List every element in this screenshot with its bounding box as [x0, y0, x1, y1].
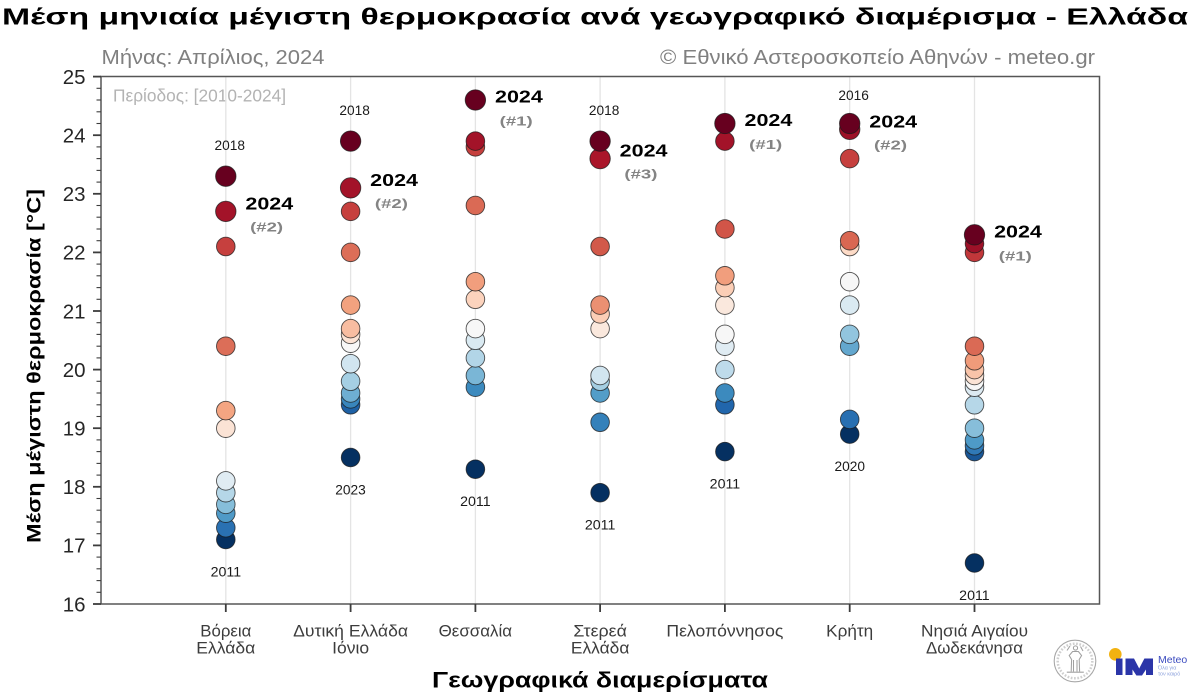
svg-text:(#1): (#1)	[749, 137, 782, 152]
svg-text:Δωδεκάνησα: Δωδεκάνησα	[926, 640, 1023, 658]
svg-text:Γεωγραφικά διαμερίσματα: Γεωγραφικά διαμερίσματα	[432, 668, 769, 693]
svg-text:Κρήτη: Κρήτη	[826, 623, 873, 641]
svg-text:(#2): (#2)	[874, 137, 907, 152]
svg-text:2011: 2011	[710, 477, 741, 492]
svg-text:2011: 2011	[211, 565, 242, 580]
svg-text:Θεσσαλία: Θεσσαλία	[439, 623, 513, 641]
svg-text:2024: 2024	[994, 222, 1042, 242]
svg-text:Βόρεια: Βόρεια	[200, 623, 251, 641]
svg-text:Μήνας: Απρίλιος, 2024: Μήνας: Απρίλιος, 2024	[102, 46, 325, 69]
svg-text:23: 23	[63, 183, 86, 206]
svg-text:Ιόνιο: Ιόνιο	[332, 640, 369, 658]
svg-text:2011: 2011	[460, 494, 491, 509]
svg-text:(#2): (#2)	[250, 219, 283, 234]
svg-text:τον καιρό: τον καιρό	[1158, 671, 1180, 678]
svg-text:21: 21	[63, 300, 86, 323]
svg-text:(#2): (#2)	[375, 196, 408, 211]
svg-text:16: 16	[63, 593, 86, 616]
svg-text:22: 22	[63, 242, 86, 265]
svg-text:Περίοδος: [2010-2024]: Περίοδος: [2010-2024]	[113, 86, 286, 106]
svg-text:2016: 2016	[838, 88, 869, 103]
svg-text:2018: 2018	[339, 103, 370, 118]
svg-text:(#3): (#3)	[624, 167, 657, 182]
svg-text:Πελοπόννησος: Πελοπόννησος	[666, 623, 783, 641]
svg-text:20: 20	[63, 359, 86, 382]
svg-text:2018: 2018	[589, 103, 620, 118]
svg-text:© Εθνικό Αστεροσκοπείο Αθηνών: © Εθνικό Αστεροσκοπείο Αθηνών - meteo.gr	[660, 46, 1095, 69]
svg-text:2024: 2024	[620, 141, 668, 161]
svg-text:2011: 2011	[585, 518, 616, 533]
svg-text:25: 25	[63, 66, 86, 89]
svg-text:18: 18	[63, 476, 86, 499]
svg-text:Νησιά Αιγαίου: Νησιά Αιγαίου	[921, 623, 1028, 641]
svg-text:2011: 2011	[959, 588, 990, 603]
svg-text:2018: 2018	[215, 138, 246, 153]
svg-text:2024: 2024	[869, 111, 917, 131]
svg-text:(#1): (#1)	[999, 248, 1032, 263]
svg-text:Μέση μέγιστη θερμοκρασία [°C]: Μέση μέγιστη θερμοκρασία [°C]	[24, 189, 46, 543]
svg-text:Στερεά: Στερεά	[573, 623, 627, 641]
svg-text:2024: 2024	[495, 87, 543, 107]
svg-text:2023: 2023	[335, 483, 366, 498]
svg-text:Όλα για: Όλα για	[1157, 666, 1176, 672]
svg-text:Ελλάδα: Ελλάδα	[571, 640, 630, 658]
svg-text:Ελλάδα: Ελλάδα	[196, 640, 255, 658]
svg-text:2024: 2024	[245, 193, 293, 213]
svg-text:2020: 2020	[835, 459, 866, 474]
svg-text:Δυτική Ελλάδα: Δυτική Ελλάδα	[293, 623, 408, 641]
svg-text:24: 24	[63, 125, 86, 148]
svg-text:17: 17	[63, 535, 86, 558]
svg-text:(#1): (#1)	[500, 114, 533, 129]
svg-text:19: 19	[63, 418, 86, 441]
svg-text:Meteo: Meteo	[1158, 654, 1187, 666]
svg-text:2024: 2024	[745, 110, 793, 130]
svg-text:Μέση μηνιαία μέγιστη θερμοκρασ: Μέση μηνιαία μέγιστη θερμοκρασία ανά γεω…	[2, 4, 1189, 30]
svg-text:2024: 2024	[370, 170, 418, 190]
